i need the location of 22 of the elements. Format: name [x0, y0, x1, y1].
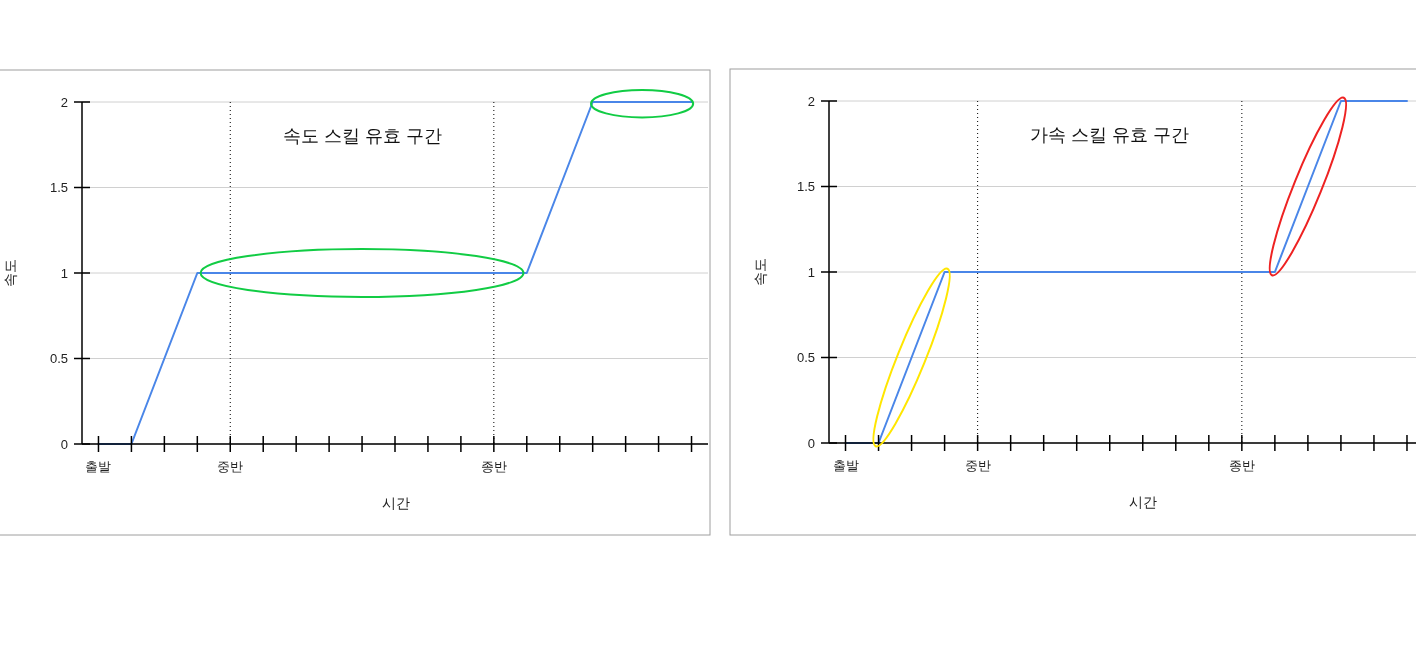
x-tick-label: 중반 [964, 458, 991, 473]
annotation: 가속 스킬 유효 구간 [1030, 125, 1190, 145]
y-tick-label: 2 [807, 93, 815, 109]
x-axis-title: 시간 [382, 495, 410, 511]
y-tick-label: 0.5 [49, 351, 68, 367]
x-tick-label: 종반 [1228, 458, 1255, 473]
x-tick-label: 중반 [217, 459, 244, 474]
y-tick-label: 1.5 [49, 180, 68, 196]
y-tick-label: 1.5 [796, 179, 815, 195]
y-axis-title: 속도 [1, 259, 18, 287]
y-axis-title: 속도 [751, 258, 768, 286]
x-tick-label: 종반 [480, 459, 507, 474]
y-tick-label: 2 [60, 94, 68, 110]
annotation: 속도 스킬 유효 구간 [282, 126, 442, 146]
y-tick-label: 1 [60, 265, 68, 281]
x-axis-title: 시간 [1129, 494, 1157, 510]
x-tick-label: 출발 [832, 458, 859, 473]
y-tick-label: 0 [807, 435, 815, 451]
y-tick-label: 0.5 [796, 350, 815, 366]
y-tick-label: 0 [60, 436, 68, 452]
y-tick-label: 1 [807, 264, 815, 280]
x-tick-label: 출발 [85, 459, 112, 474]
